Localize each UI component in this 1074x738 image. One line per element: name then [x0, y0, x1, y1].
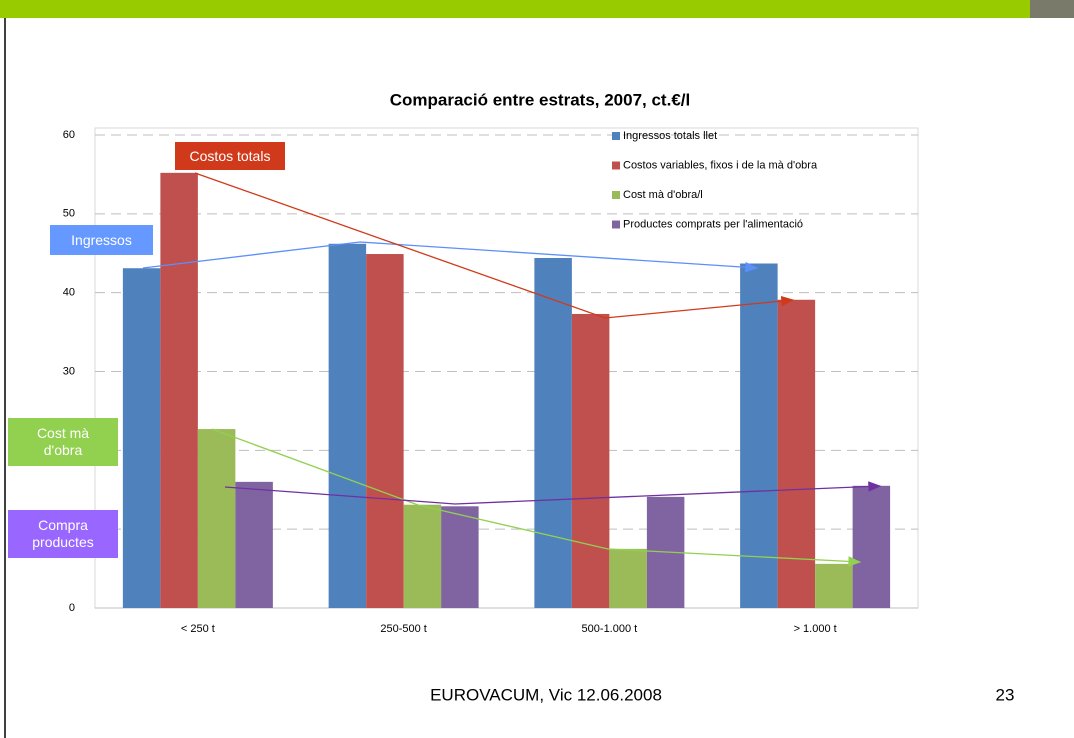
legend-swatch — [612, 220, 620, 229]
header-image — [1030, 0, 1074, 18]
x-tick-label: < 250 t — [181, 623, 215, 635]
bar — [571, 313, 610, 608]
annotation: Costos totals — [175, 142, 285, 170]
y-tick-label: 0 — [69, 602, 75, 614]
legend-label: Cost mà d'obra/l — [623, 189, 703, 201]
y-tick-label: 50 — [63, 208, 75, 220]
header-bar — [0, 0, 1030, 18]
annotation: Cost mà d'obra — [8, 418, 118, 466]
bar — [740, 263, 778, 608]
x-tick-label: > 1.000 t — [794, 623, 837, 635]
bar — [235, 481, 273, 608]
bar — [441, 506, 479, 608]
bar — [777, 299, 816, 608]
bar — [815, 563, 853, 608]
trend-arrow — [194, 172, 795, 319]
y-tick-label: 40 — [63, 287, 75, 299]
legend-swatch — [612, 191, 620, 199]
bar — [366, 254, 404, 608]
annotation: Ingressos — [50, 225, 153, 255]
bar — [534, 257, 572, 608]
bar — [852, 485, 891, 608]
legend-label: Ingressos totals llet — [623, 130, 717, 142]
legend-label: Costos variables, fixos i de la mà d'obr… — [623, 159, 818, 171]
y-tick-label: 60 — [63, 129, 75, 141]
trend-arrow — [224, 481, 882, 505]
trend-arrow — [142, 241, 759, 273]
bar — [160, 172, 198, 608]
bar — [609, 548, 647, 608]
legend-swatch — [612, 161, 620, 170]
bar — [122, 268, 161, 608]
bar — [403, 504, 442, 608]
legend-swatch — [612, 132, 620, 140]
y-tick-label: 30 — [63, 365, 75, 377]
x-tick-label: 500-1.000 t — [582, 623, 638, 635]
footer-text: EUROVACUM, Vic 12.06.2008 — [430, 685, 662, 704]
legend-label: Productes comprats per l'alimentació — [623, 218, 803, 230]
bar — [197, 429, 236, 608]
trend-arrows — [142, 172, 882, 567]
trend-arrow — [211, 428, 862, 567]
chart-title: Comparació entre estrats, 2007, ct.€/l — [390, 90, 690, 109]
page-number: 23 — [996, 685, 1015, 704]
annotation: Compra productes — [8, 510, 118, 558]
bar — [328, 243, 367, 609]
x-tick-label: 250-500 t — [380, 623, 426, 635]
